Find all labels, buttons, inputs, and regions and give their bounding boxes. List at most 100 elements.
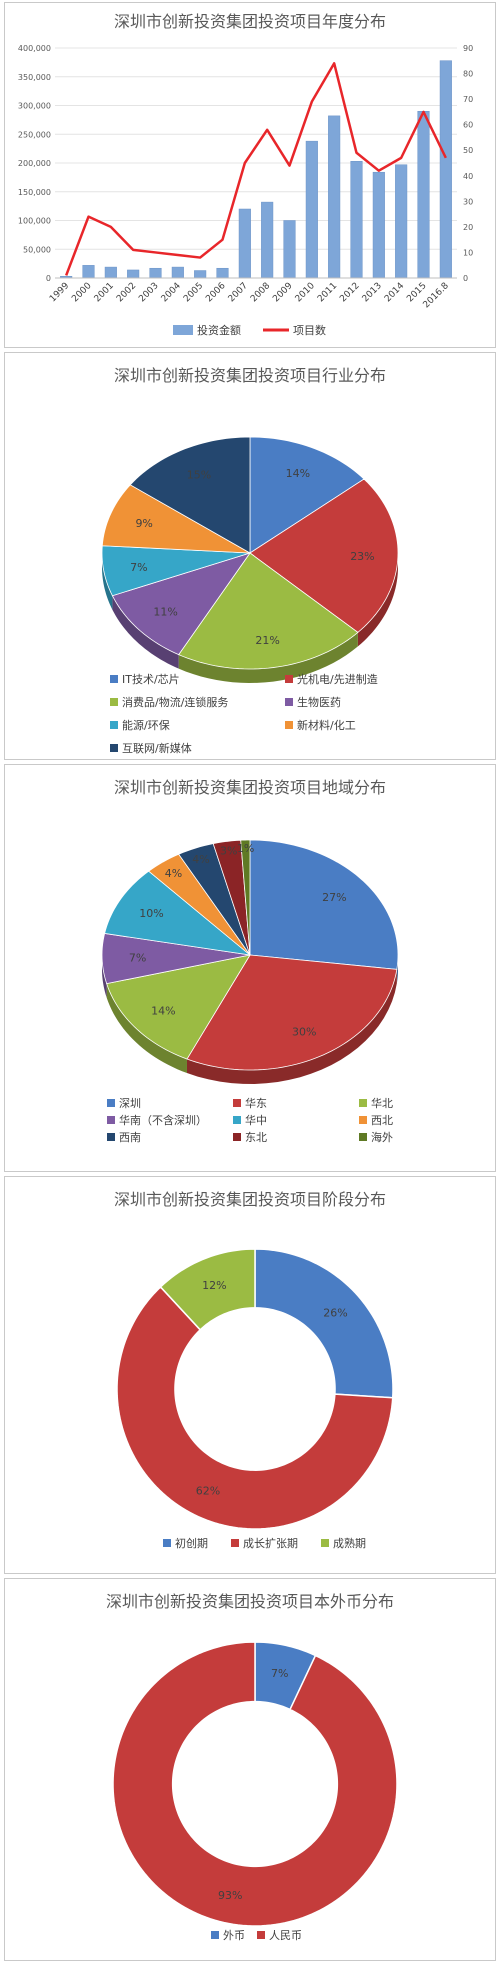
bar xyxy=(328,116,340,278)
legend-label: 项目数 xyxy=(293,324,326,337)
legend-label: 东北 xyxy=(245,1131,267,1144)
bar xyxy=(105,267,117,278)
y-tick-label: 0 xyxy=(46,274,51,283)
legend-label: 生物医药 xyxy=(297,695,341,709)
legend-label: 华中 xyxy=(245,1113,267,1127)
bar xyxy=(418,111,430,278)
x-tick-label: 2007 xyxy=(227,281,250,304)
legend-swatch xyxy=(359,1116,367,1124)
currency-chart-panel: 深圳市创新投资集团投资项目本外币分布 7% 93% 外币 人民币 xyxy=(4,1578,496,1961)
chart-title: 深圳市创新投资集团投资项目行业分布 xyxy=(114,366,386,385)
bar xyxy=(150,268,162,278)
bar xyxy=(194,271,206,278)
y-tick-label: 50,000 xyxy=(23,245,51,254)
x-tick-label: 2001 xyxy=(93,281,116,304)
bar xyxy=(172,267,184,278)
legend-swatch xyxy=(321,1539,329,1547)
pie-slice xyxy=(250,840,398,969)
bar xyxy=(284,221,296,279)
legend-swatch xyxy=(173,325,193,335)
y2-tick-label: 50 xyxy=(463,146,473,155)
legend-swatch xyxy=(359,1099,367,1107)
legend-label: 新材料/化工 xyxy=(297,718,356,732)
value-label: 23% xyxy=(350,550,374,563)
annual-chart-panel: 深圳市创新投资集团投资项目年度分布 0 50,000 100,000 150,000 2… xyxy=(4,2,496,348)
y2-tick-label: 60 xyxy=(463,121,473,130)
legend-label: 光机电/先进制造 xyxy=(297,672,378,686)
legend-swatch xyxy=(107,1116,115,1124)
value-label: 11% xyxy=(153,605,177,618)
legend-label: 互联网/新媒体 xyxy=(122,741,192,755)
legend-swatch xyxy=(285,721,293,729)
x-tick-label: 2010 xyxy=(294,281,317,304)
industry-pie-chart: 深圳市创新投资集团投资项目行业分布 14%23%21%11%7%9%15% IT… xyxy=(5,353,495,759)
chart-title: 深圳市创新投资集团投资项目地域分布 xyxy=(114,778,386,797)
currency-donut-chart: 深圳市创新投资集团投资项目本外币分布 7%93% 外币 人民币 xyxy=(5,1579,495,1960)
legend-label: 外币 xyxy=(223,1929,245,1942)
bar xyxy=(83,265,95,278)
value-label: 7% xyxy=(130,561,147,574)
y2-tick-label: 20 xyxy=(463,223,473,232)
x-tick-label: 2005 xyxy=(182,281,205,304)
legend-swatch xyxy=(110,744,118,752)
bar xyxy=(395,165,407,278)
value-label: 21% xyxy=(255,634,279,647)
x-tick-label: 2016.8 xyxy=(422,281,452,311)
value-label: 14% xyxy=(286,467,310,480)
legend-swatch xyxy=(110,698,118,706)
legend-label: 能源/环保 xyxy=(122,718,170,732)
legend-swatch xyxy=(211,1931,219,1939)
y2-tick-label: 0 xyxy=(463,274,468,283)
chart-title: 深圳市创新投资集团投资项目阶段分布 xyxy=(114,1190,386,1209)
value-label: 9% xyxy=(135,517,152,530)
region-chart-panel: 深圳市创新投资集团投资项目地域分布 27% 30% 14% 7% 10% 4% 4% 3% 1%… xyxy=(4,764,496,1172)
legend-swatch xyxy=(233,1099,241,1107)
y-tick-label: 400,000 xyxy=(18,44,51,53)
chart-title: 深圳市创新投资集团投资项目本外币分布 xyxy=(106,1592,394,1611)
bar xyxy=(373,172,385,278)
x-tick-label: 2008 xyxy=(249,281,272,304)
value-label: 4% xyxy=(192,853,209,866)
legend-label: 人民币 xyxy=(269,1929,302,1942)
x-tick-label: 2011 xyxy=(316,281,339,304)
x-tick-label: 2009 xyxy=(271,281,294,304)
legend-swatch xyxy=(110,675,118,683)
value-label: 1% xyxy=(237,842,254,855)
stage-chart-panel: 深圳市创新投资集团投资项目阶段分布 26% 62% 12% 初创期 成长扩张期 成熟期 xyxy=(4,1176,496,1574)
pie-slice xyxy=(255,1249,393,1398)
value-label: 62% xyxy=(196,1484,220,1497)
region-pie-chart: 深圳市创新投资集团投资项目地域分布 27% 30% 14% 7% 10% 4% 4% 3% 1%… xyxy=(5,765,495,1171)
value-label: 12% xyxy=(202,1279,226,1292)
bar xyxy=(440,61,452,278)
y2-tick-label: 70 xyxy=(463,95,473,104)
legend-swatch xyxy=(285,698,293,706)
legend-label: 西南 xyxy=(119,1131,141,1144)
legend-label: 成熟期 xyxy=(333,1536,366,1550)
y2-tick-label: 30 xyxy=(463,197,473,206)
bar xyxy=(217,268,229,278)
legend-label: 消费品/物流/连锁服务 xyxy=(122,695,228,709)
legend-label: 投资金额 xyxy=(197,323,241,337)
x-tick-label: 2013 xyxy=(361,281,384,304)
x-tick-label: 2014 xyxy=(383,281,406,304)
y2-tick-label: 40 xyxy=(463,172,473,181)
legend-label: 成长扩张期 xyxy=(243,1536,298,1550)
legend-swatch xyxy=(231,1539,239,1547)
bar xyxy=(239,209,251,278)
legend-swatch xyxy=(107,1099,115,1107)
value-label: 7% xyxy=(271,1667,288,1680)
legend-swatch xyxy=(107,1133,115,1141)
value-label: 26% xyxy=(323,1306,347,1319)
bar xyxy=(261,202,273,278)
legend-label: 华北 xyxy=(371,1096,393,1110)
bar xyxy=(127,270,139,278)
y2-tick-label: 10 xyxy=(463,248,473,257)
legend-swatch xyxy=(285,675,293,683)
x-tick-label: 2000 xyxy=(70,281,93,304)
y2-tick-label: 90 xyxy=(463,44,473,53)
legend-swatch xyxy=(110,721,118,729)
value-label: 14% xyxy=(151,1005,175,1018)
bar xyxy=(306,141,318,278)
legend-label: 初创期 xyxy=(175,1536,208,1550)
value-label: 27% xyxy=(322,891,346,904)
